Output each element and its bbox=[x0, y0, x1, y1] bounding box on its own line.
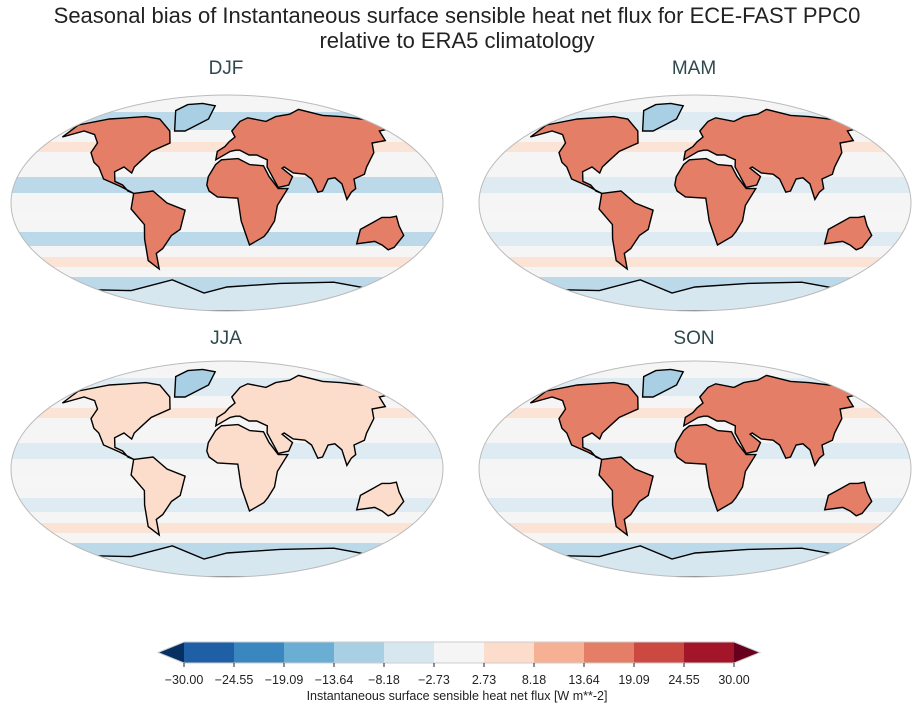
ocean-bias-band bbox=[11, 476, 443, 488]
colorbar-tick-label: −24.55 bbox=[214, 673, 254, 687]
continent-greenland bbox=[173, 368, 217, 398]
colorbar-tick-label: −8.18 bbox=[368, 673, 400, 687]
continent-eurasia bbox=[214, 374, 392, 468]
colorbar-over-extension bbox=[734, 642, 760, 663]
colorbar-bin bbox=[634, 642, 684, 663]
ocean-bias-band bbox=[479, 257, 911, 267]
continent-south-america bbox=[598, 456, 654, 537]
colorbar-bin bbox=[584, 642, 634, 663]
continent-eurasia bbox=[682, 374, 860, 468]
continent-australia bbox=[355, 215, 405, 251]
continent-africa bbox=[206, 157, 290, 247]
colorbar-under-extension bbox=[158, 642, 184, 663]
colorbar-bin bbox=[284, 642, 334, 663]
colorbar-bin bbox=[234, 642, 284, 663]
map-djf bbox=[10, 94, 444, 312]
continent-eurasia bbox=[214, 108, 392, 202]
continent-antarctica bbox=[80, 545, 376, 577]
map-son bbox=[478, 360, 912, 578]
colorbar-tick-label: 13.64 bbox=[568, 673, 600, 687]
ocean-bias-band bbox=[11, 498, 443, 512]
ocean-bias-band bbox=[11, 210, 443, 222]
ocean-bias-band bbox=[479, 476, 911, 488]
continent-antarctica bbox=[548, 279, 844, 311]
colorbar-label: Instantaneous surface sensible heat net … bbox=[306, 689, 608, 703]
ocean-bias-band bbox=[479, 210, 911, 222]
continent-south-america bbox=[130, 190, 186, 271]
colorbar-tick-label: −30.00 bbox=[164, 673, 204, 687]
colorbar-bin bbox=[534, 642, 584, 663]
continent-australia bbox=[823, 481, 873, 517]
colorbar bbox=[156, 641, 762, 667]
title-line-2: relative to ERA5 climatology bbox=[319, 28, 595, 53]
continent-eurasia bbox=[682, 108, 860, 202]
ocean-bias-band bbox=[11, 523, 443, 533]
continent-africa bbox=[674, 157, 758, 247]
continent-south-america bbox=[130, 456, 186, 537]
colorbar-bin bbox=[684, 642, 734, 663]
map-boundary bbox=[10, 360, 444, 578]
continent-greenland bbox=[641, 368, 685, 398]
colorbar-bin bbox=[384, 642, 434, 663]
continent-australia bbox=[355, 481, 405, 517]
continent-south-america bbox=[598, 190, 654, 271]
panel-title-mam: MAM bbox=[671, 58, 717, 79]
continent-greenland bbox=[173, 102, 217, 132]
continent-north-america bbox=[529, 381, 639, 461]
colorbar-tick-label: 8.18 bbox=[521, 673, 547, 687]
colorbar-tick-label: 30.00 bbox=[718, 673, 750, 687]
colorbar-tick-label: 24.55 bbox=[668, 673, 700, 687]
panel-title-son: SON bbox=[673, 328, 715, 349]
continent-australia bbox=[823, 215, 873, 251]
colorbar-bin bbox=[434, 642, 484, 663]
ocean-bias-band bbox=[11, 257, 443, 267]
continent-north-america bbox=[529, 115, 639, 195]
map-boundary bbox=[478, 94, 912, 312]
ocean-bias-band bbox=[479, 232, 911, 246]
colorbar-tick-label: 2.73 bbox=[471, 673, 497, 687]
continent-north-america bbox=[61, 115, 171, 195]
colorbar-bin bbox=[484, 642, 534, 663]
ocean-bias-band bbox=[11, 232, 443, 246]
figure-title: Seasonal bias of Instantaneous surface s… bbox=[0, 3, 914, 53]
panel-title-jja: JJA bbox=[210, 328, 242, 349]
panel-title-djf: DJF bbox=[208, 58, 244, 79]
ocean-bias-band bbox=[479, 523, 911, 533]
title-line-1: Seasonal bias of Instantaneous surface s… bbox=[53, 3, 861, 28]
colorbar-tick-label: −13.64 bbox=[314, 673, 354, 687]
continent-antarctica bbox=[548, 545, 844, 577]
colorbar-bin bbox=[184, 642, 234, 663]
ocean-bias-band bbox=[479, 498, 911, 512]
continent-greenland bbox=[641, 102, 685, 132]
colorbar-tick-label: −19.09 bbox=[264, 673, 304, 687]
map-boundary bbox=[10, 94, 444, 312]
colorbar-tick-label: 19.09 bbox=[618, 673, 650, 687]
map-jja bbox=[10, 360, 444, 578]
map-mam bbox=[478, 94, 912, 312]
continent-antarctica bbox=[80, 279, 376, 311]
continent-north-america bbox=[61, 381, 171, 461]
colorbar-bin bbox=[334, 642, 384, 663]
colorbar-tick-label: −2.73 bbox=[418, 673, 450, 687]
continent-africa bbox=[206, 423, 290, 513]
map-boundary bbox=[478, 360, 912, 578]
continent-africa bbox=[674, 423, 758, 513]
